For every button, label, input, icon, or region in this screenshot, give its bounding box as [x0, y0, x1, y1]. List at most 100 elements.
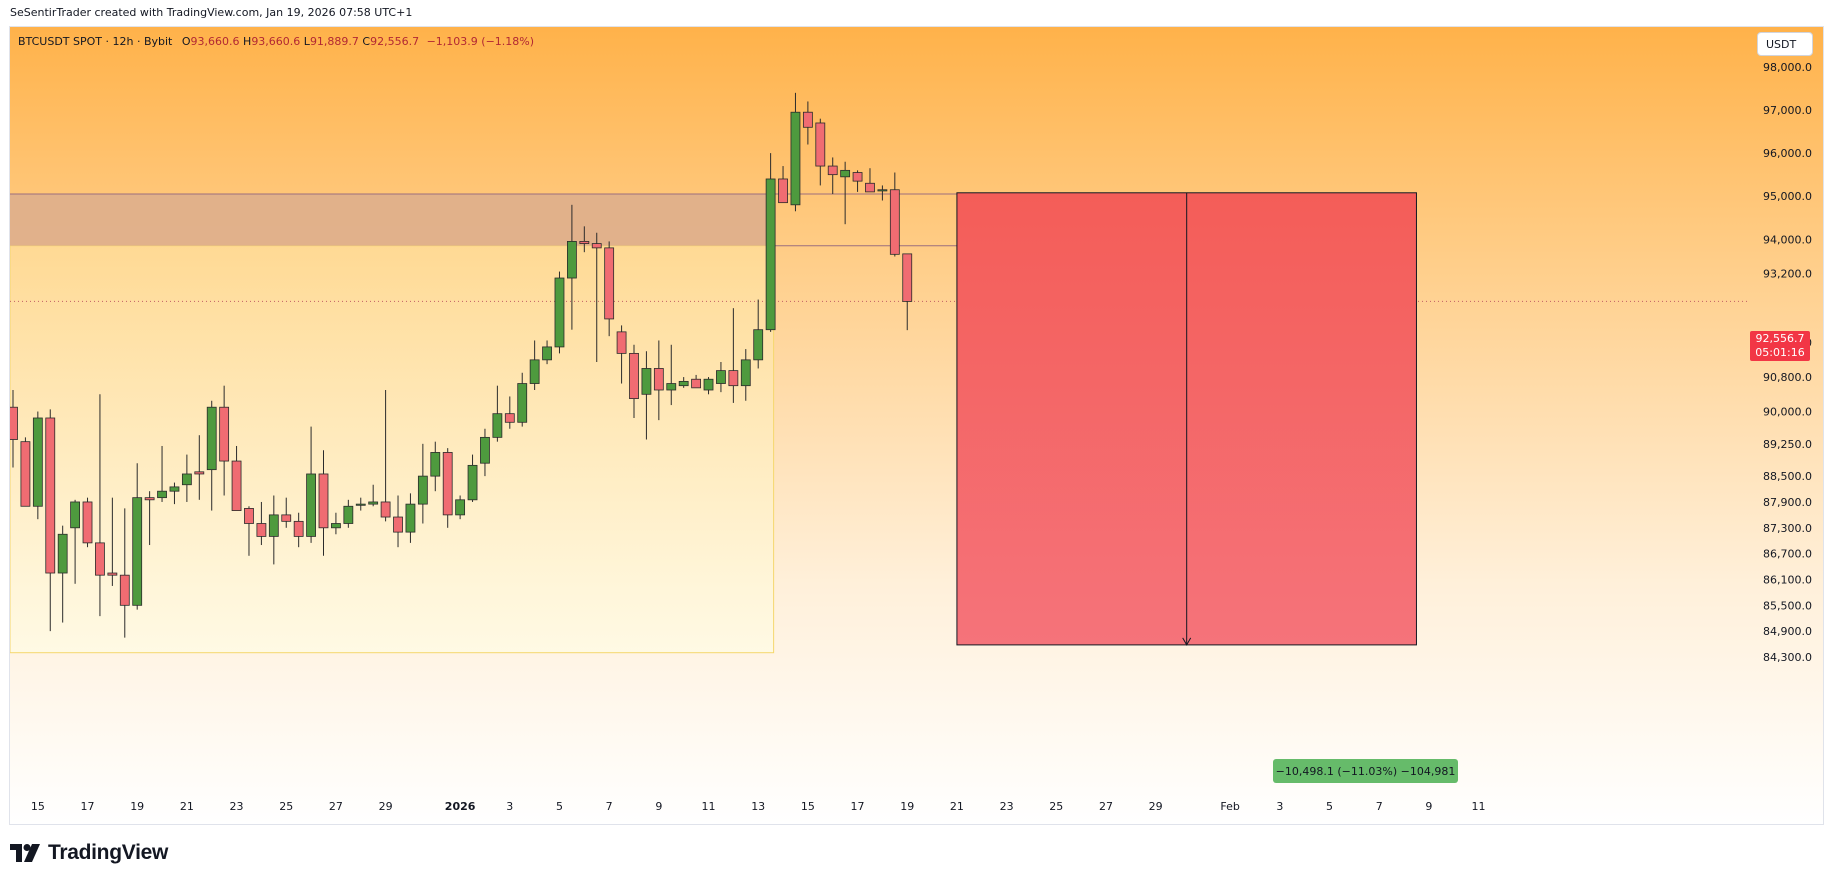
time-tick-label: 15: [801, 800, 815, 813]
candle: [802, 101, 813, 145]
candle: [132, 463, 143, 610]
candle-body-up: [529, 359, 540, 384]
last-price-value: 92,556.7: [1755, 332, 1805, 345]
candle: [467, 454, 478, 502]
candle-body-up: [467, 464, 478, 501]
candle-body-up: [70, 501, 80, 529]
candle: [616, 325, 627, 384]
candle: [231, 445, 242, 511]
candle: [740, 349, 751, 401]
candle-body-up: [368, 501, 379, 505]
candle: [181, 454, 192, 502]
close-label: C: [362, 35, 371, 48]
candle-body-down: [852, 172, 863, 182]
candle: [492, 385, 503, 442]
time-tick-label: 13: [751, 800, 765, 813]
time-tick-label: 2026: [445, 800, 476, 813]
change-value: −1,103.9 (−1.18%): [426, 35, 535, 48]
candle-body-up: [492, 413, 503, 438]
candle: [567, 204, 577, 330]
candle: [517, 372, 528, 427]
price-tick-label: 86,100.0: [1763, 573, 1812, 586]
candle-body-up: [790, 111, 801, 206]
candle: [380, 389, 391, 522]
time-tick-label: 23: [230, 800, 244, 813]
candle-body-down: [194, 471, 205, 475]
last-price-tag: 92,556.7 05:01:16: [1750, 331, 1810, 361]
candle-body-up: [132, 497, 143, 606]
candle-body-down: [629, 352, 639, 400]
time-tick-label: 7: [1376, 800, 1383, 813]
candle: [405, 493, 416, 543]
candle: [343, 499, 354, 528]
candle-body-down: [591, 243, 602, 249]
candle-body-up: [169, 486, 180, 492]
candle: [728, 308, 739, 403]
candle: [790, 92, 801, 212]
low-label: L: [303, 35, 310, 48]
candlestick-chart[interactable]: 98,000.0 97,000.0 96,000.0 95,000.0 94,000.0…: [10, 27, 1823, 824]
candle-body-up: [206, 406, 217, 471]
time-tick-label: 15: [31, 800, 45, 813]
candle: [778, 166, 788, 204]
candle-body-down: [256, 523, 267, 537]
candle-body-down: [82, 501, 93, 544]
currency-selector[interactable]: USDT: [1757, 32, 1813, 56]
candle-body-down: [107, 572, 118, 576]
time-tick-label: 5: [556, 800, 563, 813]
candle: [716, 362, 726, 393]
high-label: H: [243, 35, 252, 48]
candle: [641, 351, 652, 440]
candle: [480, 428, 490, 477]
candle: [430, 441, 441, 492]
price-tick-label: 90,800.0: [1763, 371, 1812, 384]
candle: [244, 506, 254, 556]
price-tick-label: 88,500.0: [1763, 470, 1812, 483]
resistance-zone: [10, 194, 774, 246]
candle: [57, 525, 68, 623]
candle-body-up: [157, 490, 167, 499]
candle-body-down: [219, 406, 230, 462]
price-tick-label: 87,300.0: [1763, 522, 1812, 535]
candle-body-up: [716, 370, 726, 384]
candle-body-up: [554, 277, 565, 348]
price-tick-label: 85,500.0: [1763, 599, 1812, 612]
candle: [355, 497, 366, 511]
low-value: 91,889.7: [309, 35, 359, 48]
candle: [579, 226, 590, 253]
time-tick-label: 29: [379, 800, 393, 813]
candle-body-up: [753, 329, 764, 361]
price-tick-label: 84,900.0: [1763, 625, 1812, 638]
candle-body-up: [740, 359, 751, 387]
candle: [368, 484, 379, 507]
time-tick-label: 25: [279, 800, 293, 813]
tradingview-logo-icon: [10, 844, 40, 862]
candle: [268, 495, 279, 565]
price-tick-label: 94,000.0: [1763, 233, 1812, 246]
price-tick-label: 87,900.0: [1763, 496, 1812, 509]
candle-body-up: [405, 503, 416, 533]
price-tick-label: 93,200.0: [1763, 268, 1812, 281]
candle: [529, 340, 540, 390]
price-tick-label: 84,300.0: [1763, 651, 1812, 664]
candle-body-down: [380, 501, 391, 518]
price-tick-label: 86,700.0: [1763, 548, 1812, 561]
candle-body-up: [765, 178, 776, 331]
candle: [169, 482, 180, 505]
candle-body-down: [815, 122, 826, 167]
time-tick-label: 9: [1425, 800, 1432, 813]
chart-pane[interactable]: 98,000.0 97,000.0 96,000.0 95,000.0 94,000.0…: [9, 26, 1824, 825]
candle: [877, 185, 888, 201]
candle-body-down: [889, 189, 900, 255]
candle-body-up: [268, 514, 279, 537]
candle-body-down: [144, 497, 155, 501]
tradingview-logo[interactable]: TradingView: [10, 841, 168, 865]
candle: [678, 377, 689, 388]
symbol-name: BTCUSDT SPOT · 12h · Bybit: [18, 35, 173, 48]
price-tick-label: 89,250.0: [1763, 438, 1812, 451]
candle-body-up: [331, 523, 341, 529]
candle: [10, 389, 18, 468]
candle-body-up: [430, 452, 441, 477]
close-value: 92,556.7: [370, 35, 420, 48]
candle-body-up: [641, 368, 652, 395]
